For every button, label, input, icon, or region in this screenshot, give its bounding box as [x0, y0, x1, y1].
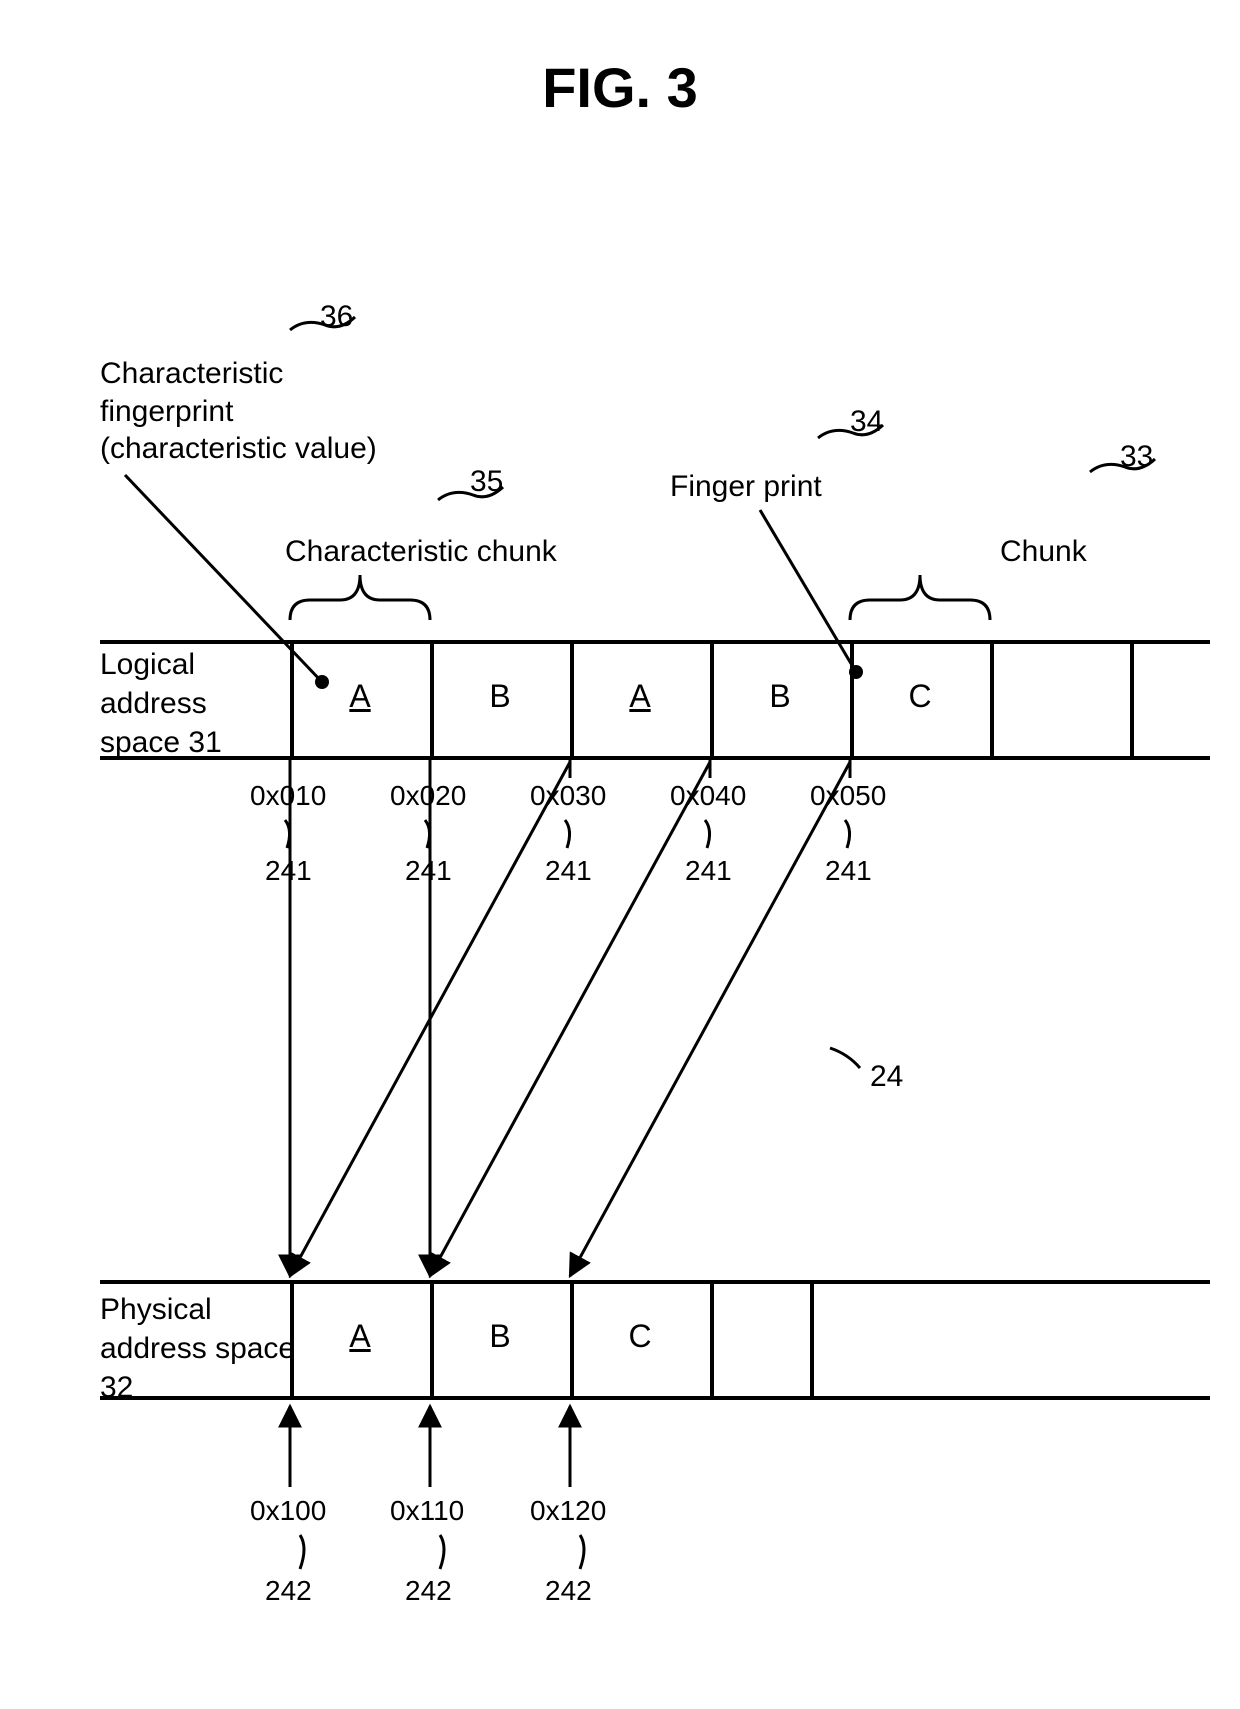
logical-cell-4: C [850, 678, 990, 715]
logical-addr-4: 0x050 [810, 780, 886, 812]
chunk-ref: 33 [1120, 440, 1153, 474]
finger-print-label: Finger print [670, 470, 822, 504]
finger-print-ref: 34 [850, 405, 883, 439]
logical-addr-2: 0x030 [530, 780, 606, 812]
mapping-ref: 24 [870, 1060, 903, 1094]
logical-cell-2: A [570, 678, 710, 715]
physical-cell-2: C [570, 1318, 710, 1355]
logical-addr-ref-2: 241 [545, 855, 592, 887]
char-chunk-ref: 35 [470, 465, 503, 499]
logical-cell-1: B [430, 678, 570, 715]
chunk-label: Chunk [1000, 535, 1087, 569]
physical-addr-1: 0x110 [390, 1495, 464, 1527]
diagram-svg [0, 0, 1240, 1709]
logical-addr-ref-4: 241 [825, 855, 872, 887]
physical-cell-1: B [430, 1318, 570, 1355]
logical-addr-1: 0x020 [390, 780, 466, 812]
figure-title: FIG. 3 [0, 55, 1240, 120]
logical-cell-border-extra [1130, 644, 1134, 756]
physical-cell-0: A [290, 1318, 430, 1355]
logical-cell-0: A [290, 678, 430, 715]
logical-cell-3: B [710, 678, 850, 715]
logical-cell-border [990, 644, 994, 756]
logical-addr-ref-0: 241 [265, 855, 312, 887]
logical-addr-3: 0x040 [670, 780, 746, 812]
char-fp-label: Characteristic fingerprint (characterist… [100, 355, 377, 468]
char-fp-ref: 36 [320, 300, 353, 334]
char-chunk-label: Characteristic chunk [285, 535, 557, 569]
physical-addr-ref-1: 242 [405, 1575, 452, 1607]
physical-addr-2: 0x120 [530, 1495, 606, 1527]
physical-addr-ref-0: 242 [265, 1575, 312, 1607]
physical-cell-border-extra [810, 1284, 814, 1396]
logical-addr-ref-1: 241 [405, 855, 452, 887]
physical-addr-ref-2: 242 [545, 1575, 592, 1607]
physical-addr-0: 0x100 [250, 1495, 326, 1527]
logical-addr-ref-3: 241 [685, 855, 732, 887]
logical-addr-0: 0x010 [250, 780, 326, 812]
physical-cell-border [710, 1284, 714, 1396]
